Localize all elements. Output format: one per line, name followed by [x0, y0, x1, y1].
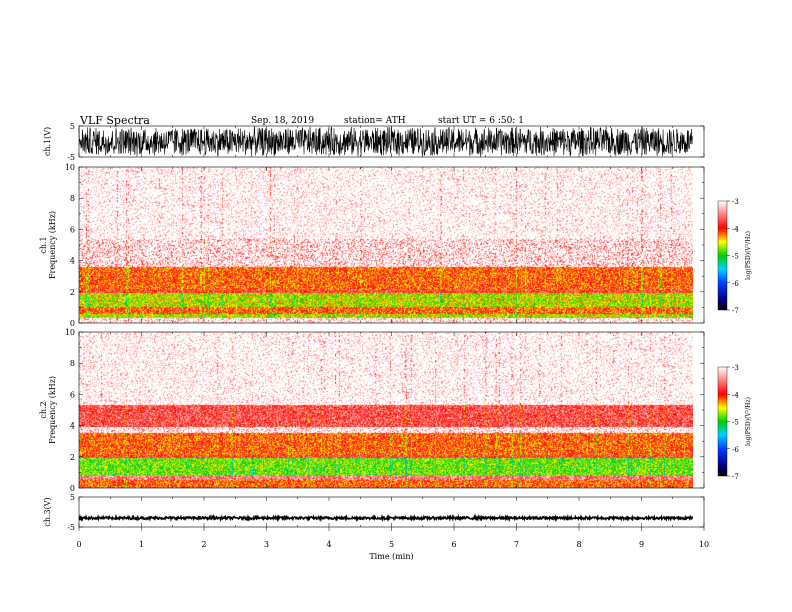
y-tick-label: 5 — [70, 493, 75, 502]
x-tick-label: 0 — [76, 540, 81, 549]
colorbar-tick-label: -5 — [732, 419, 739, 427]
y-tick-label: 2 — [70, 453, 75, 462]
date-label: Sep. 18, 2019 — [251, 116, 315, 126]
x-tick-label: 7 — [514, 540, 519, 549]
y-tick-label: 0 — [70, 319, 75, 328]
x-tick-label: 3 — [264, 540, 269, 549]
station-label: station= ATH — [344, 116, 406, 126]
start-time-label: start UT = 6 :50: 1 — [438, 116, 524, 126]
ch1-waveform-line — [78, 126, 694, 157]
chart-title: VLF Spectra — [80, 114, 150, 127]
colorbar-label: log(PSD)(V²/Hz) — [745, 397, 752, 446]
y-tick-label: 5 — [70, 122, 75, 131]
y-tick-label: 4 — [70, 257, 75, 266]
y-tick-label: 4 — [70, 422, 75, 431]
ch2-spectrogram-image — [79, 332, 693, 488]
x-tick-label: 5 — [389, 540, 394, 549]
y-axis-label: ch.3(V) — [43, 497, 52, 526]
y-tick-label: 6 — [70, 390, 75, 399]
x-tick-label: 4 — [326, 540, 331, 549]
colorbar-label: log(PSD)(V²/Hz) — [745, 231, 752, 280]
y-axis-label: ch.2 — [39, 401, 48, 418]
ch1-colorbar — [717, 200, 728, 311]
colorbar-tick-label: -6 — [732, 280, 739, 288]
x-axis-label: Time (min) — [369, 552, 413, 561]
y-tick-label: 10 — [65, 328, 75, 337]
y-tick-label: -5 — [67, 153, 75, 162]
y-axis-label: Frequency (kHz) — [48, 376, 57, 444]
y-axis-label: ch.1(V) — [43, 127, 52, 156]
y-axis-label: ch.1 — [39, 236, 48, 253]
colorbar-tick-label: -7 — [732, 473, 739, 481]
ch3-waveform-frame — [78, 496, 705, 528]
ch2-colorbar — [717, 366, 728, 477]
y-tick-label: 10 — [65, 163, 75, 172]
y-tick-label: -5 — [67, 523, 75, 532]
y-tick-label: 2 — [70, 288, 75, 297]
x-tick-label: 9 — [639, 540, 644, 549]
colorbar-tick-label: -6 — [732, 446, 739, 454]
x-tick-label: 2 — [201, 540, 206, 549]
colorbar-tick-label: -3 — [732, 364, 739, 372]
colorbar-tick-label: -7 — [732, 307, 739, 315]
ch3-waveform-line — [78, 513, 694, 523]
y-tick-label: 8 — [70, 359, 75, 368]
x-tick-label: 1 — [139, 540, 144, 549]
x-tick-label: 6 — [451, 540, 456, 549]
colorbar-tick-label: -4 — [732, 391, 739, 399]
y-tick-label: 0 — [70, 484, 75, 493]
y-tick-label: 8 — [70, 194, 75, 203]
colorbar-tick-label: -5 — [732, 253, 739, 261]
y-tick-label: 6 — [70, 225, 75, 234]
x-tick-label: 10 — [699, 540, 709, 549]
y-axis-label: Frequency (kHz) — [48, 211, 57, 279]
ch1-spectrogram-image — [79, 167, 693, 323]
x-tick-label: 8 — [576, 540, 581, 549]
colorbar-tick-label: -3 — [732, 198, 739, 206]
colorbar-tick-label: -4 — [732, 225, 739, 233]
